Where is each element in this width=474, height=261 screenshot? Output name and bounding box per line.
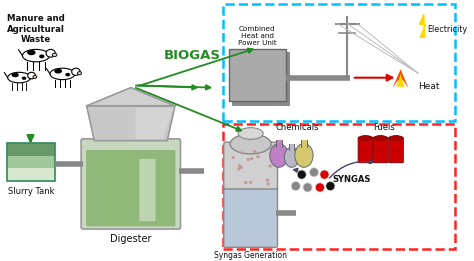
- Ellipse shape: [284, 147, 299, 167]
- Text: Fuels: Fuels: [373, 123, 394, 132]
- FancyBboxPatch shape: [358, 137, 373, 163]
- Circle shape: [232, 156, 235, 159]
- FancyBboxPatch shape: [389, 137, 403, 163]
- Circle shape: [238, 164, 241, 167]
- Ellipse shape: [52, 53, 57, 57]
- Ellipse shape: [374, 136, 387, 140]
- Ellipse shape: [22, 76, 27, 80]
- Polygon shape: [87, 88, 175, 106]
- Text: Chemicals: Chemicals: [275, 123, 319, 132]
- Polygon shape: [392, 69, 409, 88]
- Ellipse shape: [27, 72, 36, 79]
- Ellipse shape: [54, 69, 62, 74]
- Text: Combined
Heat and
Power Unit: Combined Heat and Power Unit: [238, 26, 277, 46]
- Bar: [301, 140, 307, 147]
- Ellipse shape: [230, 134, 271, 154]
- Circle shape: [269, 164, 272, 168]
- Bar: [7, 143, 55, 156]
- Text: SYNGAS: SYNGAS: [332, 175, 371, 184]
- Bar: [7, 156, 55, 169]
- FancyBboxPatch shape: [232, 52, 289, 105]
- Ellipse shape: [33, 75, 37, 78]
- Circle shape: [249, 181, 252, 184]
- Text: Slurry Tank: Slurry Tank: [8, 187, 54, 196]
- Circle shape: [256, 155, 260, 158]
- FancyBboxPatch shape: [139, 159, 155, 221]
- Ellipse shape: [39, 55, 45, 58]
- Text: Digester: Digester: [110, 234, 152, 244]
- Bar: [289, 144, 294, 150]
- Circle shape: [240, 151, 244, 155]
- Polygon shape: [136, 108, 174, 139]
- Bar: [276, 140, 282, 147]
- Ellipse shape: [46, 49, 55, 57]
- Text: BIOGAS: BIOGAS: [164, 49, 221, 62]
- FancyBboxPatch shape: [81, 139, 181, 229]
- Ellipse shape: [11, 73, 19, 77]
- Ellipse shape: [77, 72, 82, 75]
- Circle shape: [244, 181, 247, 184]
- Circle shape: [246, 158, 250, 161]
- Ellipse shape: [50, 68, 75, 80]
- Ellipse shape: [65, 73, 70, 76]
- Circle shape: [253, 150, 256, 153]
- Text: Heat: Heat: [418, 82, 439, 91]
- Circle shape: [266, 179, 269, 182]
- Polygon shape: [87, 106, 175, 141]
- Circle shape: [267, 182, 270, 186]
- Polygon shape: [396, 74, 405, 87]
- Ellipse shape: [22, 49, 50, 62]
- Circle shape: [303, 183, 312, 192]
- FancyBboxPatch shape: [373, 137, 388, 163]
- Circle shape: [297, 170, 306, 179]
- Ellipse shape: [27, 50, 36, 55]
- Circle shape: [315, 183, 325, 192]
- Circle shape: [237, 167, 240, 171]
- Bar: [7, 143, 55, 181]
- Circle shape: [291, 181, 301, 191]
- Text: Syngas Generation: Syngas Generation: [214, 251, 287, 260]
- Ellipse shape: [390, 136, 402, 140]
- Ellipse shape: [72, 68, 80, 75]
- Text: Manure and
Agricultural
Waste: Manure and Agricultural Waste: [7, 14, 65, 44]
- FancyBboxPatch shape: [224, 142, 277, 189]
- Circle shape: [320, 170, 329, 179]
- Ellipse shape: [238, 128, 263, 139]
- Ellipse shape: [8, 72, 31, 83]
- Ellipse shape: [359, 136, 372, 140]
- Ellipse shape: [295, 144, 313, 167]
- FancyBboxPatch shape: [229, 49, 286, 101]
- Bar: [7, 169, 55, 181]
- FancyBboxPatch shape: [86, 150, 175, 226]
- Ellipse shape: [270, 144, 288, 167]
- Text: Electricity: Electricity: [427, 25, 467, 34]
- Circle shape: [250, 157, 253, 160]
- Polygon shape: [419, 14, 426, 37]
- Circle shape: [239, 166, 243, 169]
- FancyBboxPatch shape: [224, 185, 277, 247]
- Circle shape: [326, 181, 335, 191]
- Circle shape: [310, 168, 319, 177]
